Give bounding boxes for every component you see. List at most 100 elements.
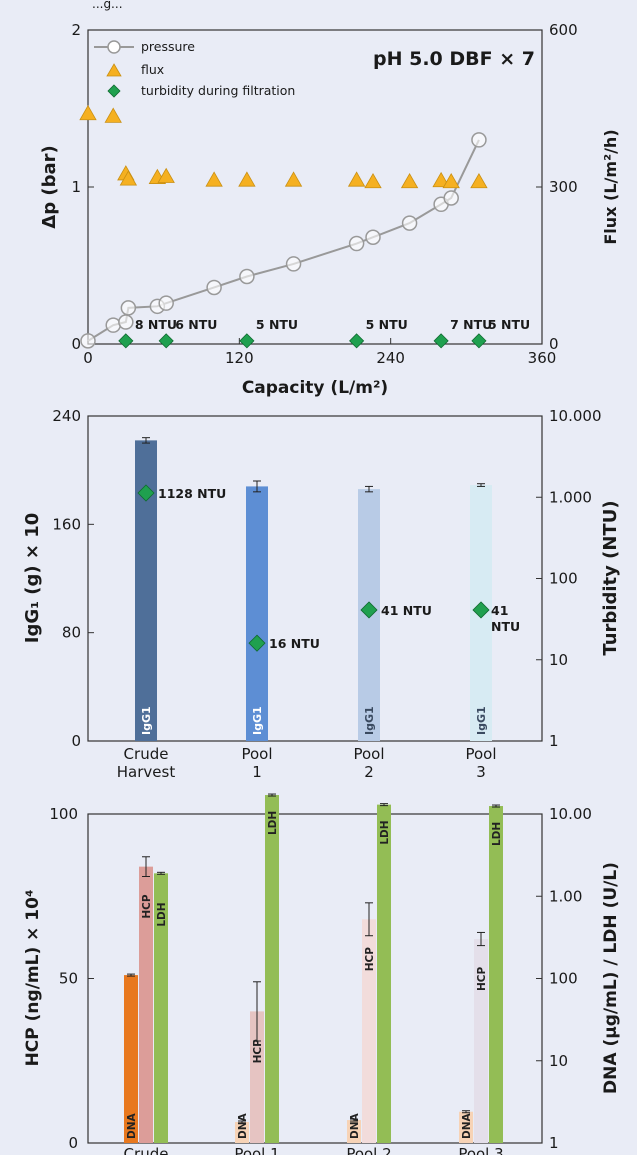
- y-axis-label: Δp (bar): [39, 145, 60, 228]
- ldh-bar: [265, 795, 279, 1143]
- x-axis-label: Capacity (L/m²): [242, 378, 388, 398]
- bar-inner-label: IgG1: [363, 706, 376, 735]
- turbidity-label: 6 NTU: [175, 317, 217, 332]
- y2-tick-label: 10.00: [549, 805, 592, 823]
- y-tick-label: 80: [62, 624, 81, 642]
- flux-point: [157, 167, 175, 183]
- y2-tick-label: 10: [549, 651, 568, 669]
- bar-inner-label: LDH: [156, 902, 168, 926]
- turbidity-point: [433, 333, 449, 349]
- y2-axis-label: DNA (µg/mL) / LDH (U/L): [601, 862, 621, 1094]
- turbidity-point: [349, 333, 365, 349]
- y2-tick-label: 10.000: [549, 407, 602, 425]
- flux-point: [119, 170, 138, 186]
- turbidity-point: [360, 601, 378, 619]
- legend: pressure flux turbidity during filtratio…: [94, 39, 295, 98]
- bar-inner-label: HCP: [476, 967, 488, 991]
- turbidity-label: 1128 NTU: [158, 486, 226, 501]
- y-tick-label: 50: [59, 970, 78, 988]
- hcp-bar: [474, 939, 488, 1143]
- ldh-bar: [154, 873, 168, 1143]
- bar-inner-label: DNA: [461, 1112, 473, 1139]
- dna-bar: [459, 1111, 473, 1143]
- turbidity-label: 41 NTU: [491, 603, 520, 634]
- y2-tick-label: 1: [549, 732, 559, 750]
- pressure-point: [348, 235, 365, 252]
- axis-ticks: 0 80 160 240 1 10 100 1.000 10.000 Crude Harvest Po…: [52, 407, 601, 781]
- x-tick-label: Pool 3: [465, 745, 496, 781]
- flux-point: [104, 107, 122, 123]
- turbidity-point: [239, 333, 255, 349]
- hcp-bar: [139, 866, 153, 1143]
- bar-inner-label: DNA: [237, 1112, 249, 1139]
- y2-tick-label: 600: [549, 21, 578, 39]
- bar-inner-label: IgG1: [251, 706, 264, 735]
- flux-point: [432, 171, 450, 188]
- y-tick-label: 100: [49, 805, 78, 823]
- turbidity-point: [158, 333, 174, 349]
- legend-pressure-label: pressure: [141, 39, 195, 54]
- x-tick-label: Crude: [124, 1145, 169, 1155]
- y-tick-label: 1: [71, 178, 81, 196]
- legend-triangle-marker: [106, 63, 122, 77]
- dna-bar: [235, 1122, 249, 1143]
- y2-tick-label: 1.00: [549, 887, 582, 905]
- pressure-point: [158, 295, 174, 311]
- flux-point: [238, 171, 256, 187]
- pressure-point: [365, 229, 381, 245]
- y-axis-label: IgG₁ (g) × 10: [22, 513, 43, 644]
- turbidity-point: [137, 484, 155, 502]
- turbidity-label: 5 NTU: [366, 317, 408, 332]
- y-tick-label: 0: [68, 1134, 78, 1152]
- bar-inner-label: LDH: [491, 822, 503, 846]
- turbidity-point: [118, 333, 134, 349]
- y2-axis-label: Turbidity (NTU): [600, 500, 621, 655]
- y-axis-label: HCP (ng/mL) × 10⁴: [23, 890, 43, 1067]
- x-tick-label: Pool 1: [241, 745, 272, 781]
- flux-point: [347, 171, 366, 187]
- bar-inner-label: IgG1: [475, 706, 488, 735]
- pressure-point: [80, 333, 96, 349]
- pressure-point: [285, 256, 302, 272]
- bar-inner-label: HCP: [141, 894, 153, 918]
- flux-point: [400, 172, 419, 189]
- pressure-point: [401, 215, 418, 231]
- flux-point: [442, 172, 460, 189]
- y2-tick-label: 100: [549, 970, 578, 988]
- flux-point: [205, 171, 223, 187]
- bar-inner-label: LDH: [379, 820, 391, 844]
- y-tick-label: 240: [52, 407, 81, 425]
- turbidity-label: 8 NTU: [135, 317, 177, 332]
- axis-ticks: 0 50 100 1 10 100 1.00 10.00 Crude Pool 1 Pool 2 Po…: [49, 805, 592, 1155]
- legend-circle-marker: [107, 40, 121, 54]
- dna-bar: [347, 1120, 361, 1143]
- y2-tick-label: 100: [549, 570, 578, 588]
- bar-inner-label: DNA: [126, 1112, 138, 1139]
- series-marks: IgG1 IgG1 IgG1 IgG1 1128 NTU 16 NTU 41 NTU 41 NT…: [135, 437, 520, 741]
- pressure-point: [443, 190, 459, 206]
- hcp-bar: [362, 919, 376, 1143]
- chart-title: pH 5.0 DBF × 7: [373, 48, 535, 70]
- y-tick-label: 2: [71, 21, 81, 39]
- legend-flux-label: flux: [141, 62, 164, 77]
- ldh-bar: [489, 806, 503, 1143]
- turbidity-label: 7 NTU: [450, 317, 492, 332]
- pressure-point: [120, 300, 137, 316]
- turbidity-point: [248, 634, 266, 652]
- y2-axis-label: Flux (L/m²/h): [601, 129, 620, 244]
- y2-tick-label: 10: [549, 1052, 568, 1070]
- y-tick-label: 0: [71, 732, 81, 750]
- pressure-point: [206, 279, 222, 296]
- x-tick-label: 360: [528, 349, 557, 367]
- flux-point: [79, 104, 97, 121]
- x-tick-label: 120: [225, 349, 254, 367]
- pressure-point: [471, 132, 487, 148]
- turbidity-point: [471, 333, 487, 349]
- y2-tick-label: 1: [549, 1134, 559, 1152]
- turbidity-label: 16 NTU: [269, 636, 320, 651]
